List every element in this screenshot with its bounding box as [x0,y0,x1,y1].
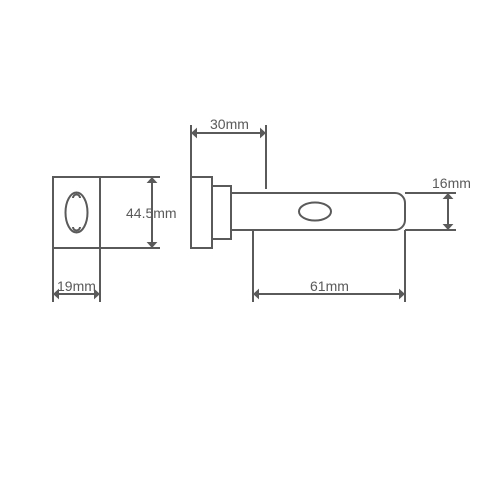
dim-30mm: 30mm [210,116,249,132]
dim-19mm: 19mm [57,278,96,294]
dim-44-5mm: 44.5mm [126,205,177,221]
dim-16mm: 16mm [432,175,471,191]
dim-61mm: 61mm [310,278,349,294]
dimension-drawing: 19mm 44.5mm 30mm 61mm 16mm [0,0,500,500]
